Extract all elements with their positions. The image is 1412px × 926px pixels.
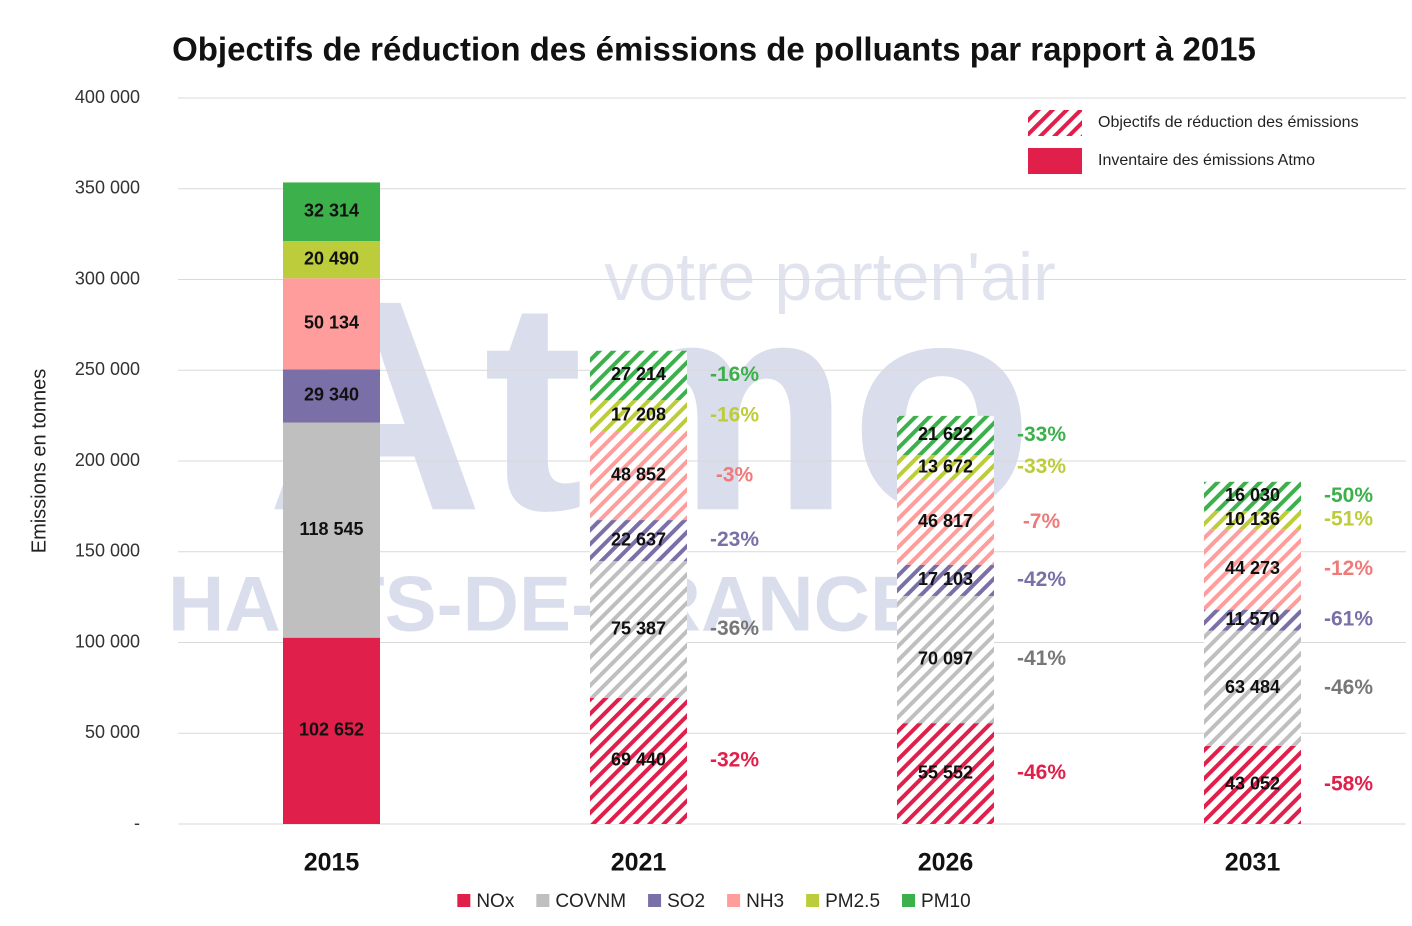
y-tick-label: 150 000	[75, 541, 140, 561]
change-label: -42%	[1017, 568, 1066, 591]
y-tick-label: 350 000	[75, 178, 140, 198]
x-tick-label: 2021	[611, 849, 667, 877]
change-label: -46%	[1324, 676, 1373, 699]
change-label: -7%	[1023, 510, 1061, 533]
data-label: 46 817	[918, 511, 973, 531]
change-label: -36%	[710, 617, 759, 640]
legend-swatch	[902, 894, 915, 907]
change-label: -33%	[1017, 455, 1066, 478]
legend-swatch	[727, 894, 740, 907]
change-label: -32%	[710, 749, 759, 772]
change-label: -41%	[1017, 647, 1066, 670]
chart-title: Objectifs de réduction des émissions de …	[172, 31, 1256, 68]
data-label: 10 136	[1225, 509, 1280, 529]
data-label: 43 052	[1225, 774, 1280, 794]
legend-swatch	[648, 894, 661, 907]
data-label: 63 484	[1225, 677, 1280, 697]
change-label: -33%	[1017, 423, 1066, 446]
data-label: 102 652	[299, 720, 364, 740]
y-axis-label: Emissions en tonnes	[28, 369, 50, 554]
legend-label: PM2.5	[825, 891, 880, 912]
data-label: 55 552	[918, 762, 973, 782]
data-label: 44 273	[1225, 558, 1280, 578]
legend-swatch	[457, 894, 470, 907]
change-label: -46%	[1017, 761, 1066, 784]
data-label: 27 214	[611, 364, 666, 384]
data-label: 16 030	[1225, 485, 1280, 505]
data-label: 118 545	[299, 519, 363, 539]
change-label: -61%	[1324, 608, 1373, 631]
watermark-text: HAUTS-DE-FRANCE	[168, 560, 922, 648]
data-label: 48 852	[611, 464, 666, 484]
change-label: -50%	[1324, 484, 1373, 507]
legend-label: NOx	[476, 891, 515, 912]
data-label: 13 672	[918, 456, 973, 476]
x-tick-label: 2031	[1225, 849, 1281, 877]
data-label: 50 134	[304, 313, 359, 333]
data-label: 29 340	[304, 385, 359, 405]
legend-label: NH3	[746, 891, 784, 912]
y-tick-label: 200 000	[75, 450, 140, 470]
data-label: 70 097	[918, 648, 973, 668]
x-tick-label: 2026	[918, 849, 974, 877]
data-label: 11 570	[1225, 609, 1279, 629]
change-label: -3%	[716, 463, 754, 486]
data-label: 32 314	[304, 201, 359, 221]
legend-swatch	[1028, 110, 1082, 136]
legend-label: Objectifs de réduction des émissions	[1098, 114, 1359, 131]
change-label: -16%	[710, 363, 759, 386]
data-label: 75 387	[611, 618, 666, 638]
data-label: 17 208	[611, 405, 666, 425]
change-label: -51%	[1324, 508, 1373, 531]
y-tick-label: 300 000	[75, 268, 140, 288]
legend-label: COVNM	[555, 891, 626, 912]
data-label: 21 622	[918, 424, 973, 444]
data-label: 20 490	[304, 248, 359, 268]
y-tick-label: 400 000	[75, 87, 140, 107]
data-label: 22 637	[611, 529, 666, 549]
y-tick-label: 250 000	[75, 359, 140, 379]
legend-label: SO2	[667, 891, 705, 912]
legend-label: Inventaire des émissions Atmo	[1098, 152, 1315, 169]
y-tick-label: -	[134, 813, 140, 833]
y-tick-label: 50 000	[85, 722, 140, 742]
change-label: -23%	[710, 528, 759, 551]
data-label: 17 103	[918, 569, 973, 589]
data-label: 69 440	[611, 750, 666, 770]
change-label: -12%	[1324, 557, 1373, 580]
legend-swatch	[536, 894, 549, 907]
legend-swatch	[806, 894, 819, 907]
legend-label: PM10	[921, 891, 971, 912]
legend-swatch	[1028, 148, 1082, 174]
change-label: -16%	[710, 403, 759, 426]
chart: votre parten'air Atmo HAUTS-DE-FRANCE Ob…	[0, 0, 1412, 926]
change-label: -58%	[1324, 772, 1373, 795]
x-tick-label: 2015	[304, 849, 360, 877]
y-tick-label: 100 000	[75, 631, 140, 651]
